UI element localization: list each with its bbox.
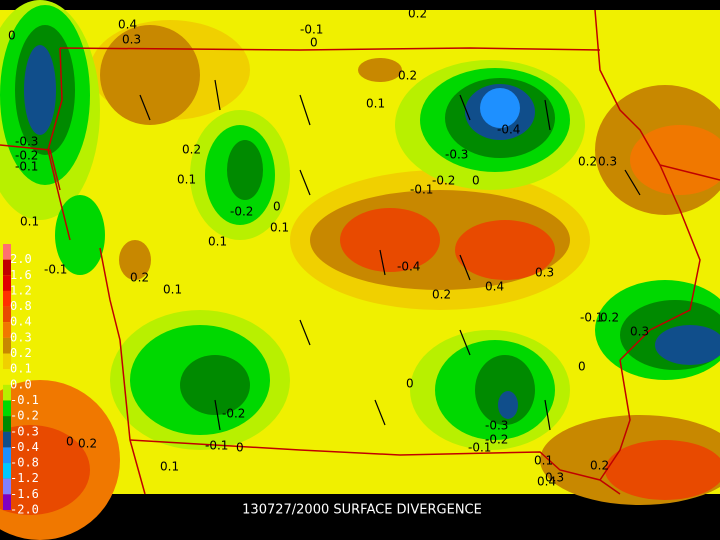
legend-label: -1.2: [10, 471, 39, 485]
legend-label: -1.6: [10, 487, 39, 501]
contour-label: 0.2: [600, 311, 619, 325]
legend-swatch: [3, 337, 11, 354]
contour-label: 0.1: [160, 460, 179, 474]
borders: [0, 9, 720, 495]
legend-label: 0.4: [10, 315, 32, 329]
legend-label: -2.0: [10, 503, 39, 517]
legend-swatch: [3, 306, 11, 323]
contour-label: -0.2: [485, 433, 508, 447]
contour-label: -0.4: [397, 260, 420, 274]
legend-label: 0.2: [10, 346, 32, 360]
legend-swatch: [3, 463, 11, 479]
legend-label: 0.3: [10, 330, 32, 344]
contour-labels: 0.40.300.2-0.100.20.1-0.4-0.30.20.1-0.2 0…: [8, 7, 649, 489]
legend-swatch: [3, 447, 11, 464]
contour-label: -0.4: [497, 123, 520, 137]
legend-label: -0.1: [10, 393, 39, 407]
contour-label: 0.3: [545, 471, 564, 485]
contour-label: -0.2: [432, 174, 455, 188]
contour-label: 0.4: [485, 280, 504, 294]
color-legend: 2.0 1.61.2 0.8 0.40.3 0.2 0.10.0 -0.1 -0.2-0.3 -…: [3, 244, 39, 517]
legend-label: 1.2: [10, 283, 32, 297]
contour-label: 0.2: [590, 459, 609, 473]
contour-label: 0.1: [270, 221, 289, 235]
legend-label: 2.0: [10, 252, 32, 266]
legend-label: 0.1: [10, 362, 32, 376]
contour-label: 0.1: [534, 454, 553, 468]
contour-label: 0.2: [398, 69, 417, 83]
contour-label: 0.2: [130, 271, 149, 285]
contour-label: -0.3: [485, 419, 508, 433]
contour-label: 0.2: [432, 288, 451, 302]
legend-label: -0.8: [10, 456, 39, 470]
caption: 130727/2000 SURFACE DIVERGENCE: [242, 503, 482, 518]
contour-label: 0.3: [535, 266, 554, 280]
legend-swatch: [3, 259, 11, 276]
contour-label: 0.1: [208, 235, 227, 249]
contour-label: 0.1: [163, 283, 182, 297]
legend-swatch: [3, 431, 11, 448]
contour-label: 0: [236, 441, 244, 455]
contour-label: 0.2: [408, 7, 427, 21]
legend-swatch: [3, 494, 11, 510]
contour-label: -0.1: [410, 183, 433, 197]
contour-label: 0.3: [598, 155, 617, 169]
contour-label: 0.4: [118, 18, 137, 32]
legend-swatch: [3, 244, 11, 260]
contour-label: -0.1: [468, 441, 491, 455]
contour-label: -0.2: [222, 407, 245, 421]
contour-label: 0: [66, 435, 74, 449]
legend-swatch: [3, 416, 11, 432]
contour-label: -0.1: [580, 311, 603, 325]
contour-label: -0.3: [445, 148, 468, 162]
contour-label: 0.2: [182, 143, 201, 157]
legend-swatch: [3, 384, 11, 401]
contour-label: -0.1: [15, 160, 38, 174]
contour-label: -0.2: [15, 149, 38, 163]
legend-label: 0.8: [10, 299, 32, 313]
contour-label: -0.1: [205, 439, 228, 453]
legend-label: -0.3: [10, 424, 39, 438]
contour-label: -0.2: [230, 205, 253, 219]
contour-label: 0.3: [630, 325, 649, 339]
legend-swatch: [3, 322, 11, 338]
legend-label: 1.6: [10, 268, 32, 282]
contour-label: 0.2: [578, 155, 597, 169]
legend-label: 0.0: [10, 377, 32, 391]
contour-label: -0.1: [44, 263, 67, 277]
legend-swatch: [3, 353, 11, 370]
contour-label: 0.3: [122, 33, 141, 47]
legend-swatch: [3, 478, 11, 495]
contour-label: 0: [273, 200, 281, 214]
legend-label: -0.2: [10, 409, 39, 423]
legend-swatch: [3, 290, 11, 307]
legend-swatch: [3, 369, 11, 385]
legend-swatch: [3, 275, 11, 291]
contour-label: 0: [578, 360, 586, 374]
contour-label: 0: [472, 174, 480, 188]
contour-label: 0.4: [537, 475, 556, 489]
wind-barbs: [139, 79, 641, 431]
contour-label: 0: [310, 36, 318, 50]
legend-swatch: [3, 400, 11, 417]
contour-label: -0.3: [15, 135, 38, 149]
contour-label: 0: [8, 29, 16, 43]
legend-label: -0.4: [10, 440, 39, 454]
contour-label: 0.2: [78, 437, 97, 451]
contour-label: 0.1: [20, 215, 39, 229]
contour-label: -0.1: [300, 23, 323, 37]
contour-label: 0.1: [177, 173, 196, 187]
contour-label: 0.1: [366, 97, 385, 111]
contour-label: 0: [406, 377, 414, 391]
